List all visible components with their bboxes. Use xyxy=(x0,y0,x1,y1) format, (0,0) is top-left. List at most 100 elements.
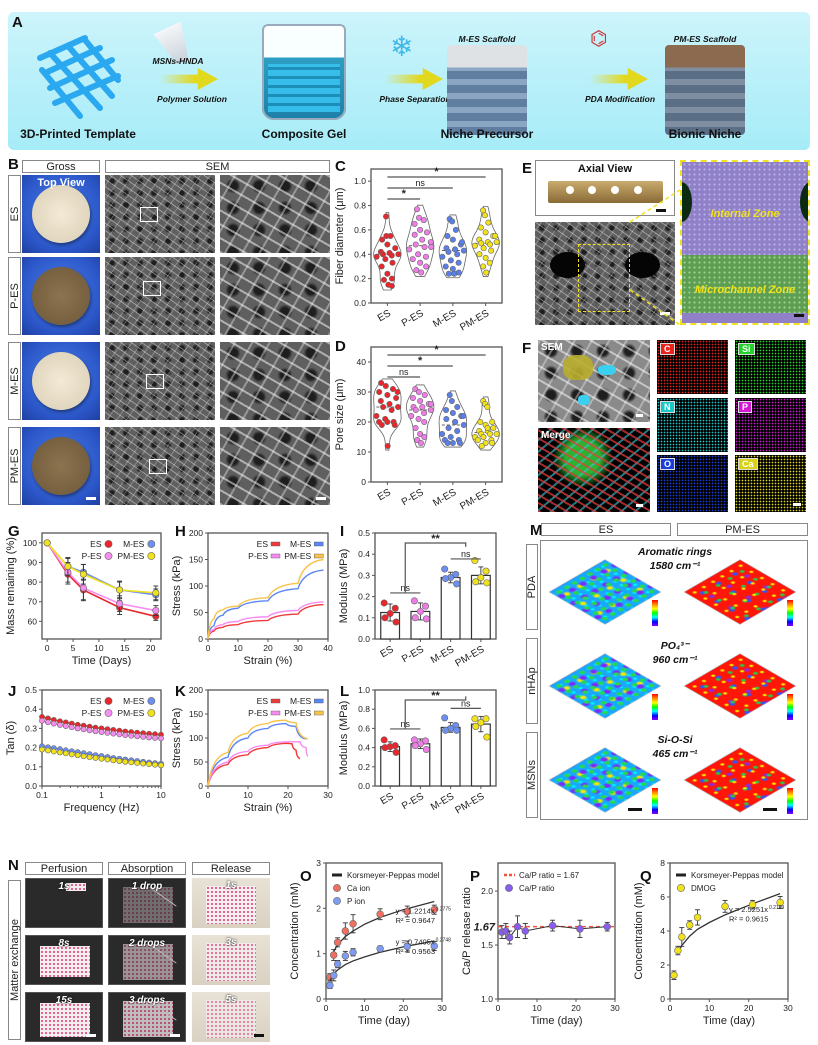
dye-spot xyxy=(123,1001,173,1037)
step-label: Bionic Niche xyxy=(668,127,742,141)
colorbar xyxy=(787,600,793,626)
data-point xyxy=(489,439,496,446)
colorbar xyxy=(652,788,658,814)
zoom-region-box xyxy=(140,207,158,222)
eds-map-o: O xyxy=(657,455,728,512)
data-point xyxy=(377,397,384,404)
data-point xyxy=(430,905,438,914)
data-point xyxy=(391,421,398,428)
data-point xyxy=(421,602,429,610)
dye-front xyxy=(40,946,90,977)
data-point xyxy=(383,213,390,220)
legend-marker xyxy=(104,697,113,705)
data-point xyxy=(445,424,452,431)
x-tick-label: 10 xyxy=(94,643,104,653)
perfusion-photo: 15s xyxy=(25,992,103,1042)
y-tick-label: 80 xyxy=(28,577,38,587)
data-point xyxy=(421,243,428,250)
y-tick-label: 0.4 xyxy=(354,249,366,259)
significance-label: ** xyxy=(431,690,440,702)
data-point xyxy=(478,442,485,449)
scale-bar xyxy=(86,497,96,500)
reagent-label: MSNs-HNDA xyxy=(152,56,204,66)
data-point xyxy=(482,229,489,236)
scaffold-release xyxy=(206,1000,256,1038)
data-point xyxy=(477,574,485,582)
row-label-msns: MSNs xyxy=(526,732,538,818)
release-photo: 5s xyxy=(192,992,270,1042)
data-point xyxy=(454,251,461,258)
data-point xyxy=(488,247,495,254)
sem-image-high-mag xyxy=(220,427,330,505)
data-point xyxy=(417,397,424,404)
merge-label: Merge xyxy=(541,430,571,441)
data-point xyxy=(456,439,463,446)
data-point xyxy=(411,231,418,238)
data-point xyxy=(447,257,454,264)
y-tick-label: 1.0 xyxy=(481,994,493,1004)
y-tick-label: 0.1 xyxy=(358,613,370,623)
absorption-photo: 3 drops xyxy=(108,992,186,1042)
x-tick-label: 20 xyxy=(744,1003,754,1013)
dye-spot xyxy=(123,887,173,923)
data-point xyxy=(427,400,434,407)
chart-d: 0 10 20 30 40 ES P-ES M-ES PM-ES Pore size (μm) ns… xyxy=(334,344,503,512)
step-label: 3D-Printed Template xyxy=(20,127,136,141)
data-point xyxy=(50,748,57,755)
data-point xyxy=(452,226,459,233)
x-axis-label: Strain (%) xyxy=(244,802,293,814)
data-point xyxy=(487,430,494,437)
data-point xyxy=(116,758,123,764)
y-tick-label: 100 xyxy=(189,733,203,743)
panel-label-k: K xyxy=(175,683,186,700)
legend-line xyxy=(676,873,686,877)
data-point xyxy=(394,388,401,395)
y-axis-label: Concentration (mM) xyxy=(289,882,301,979)
legend-label: PM-ES xyxy=(284,708,311,718)
scaffold-release xyxy=(206,886,256,924)
data-point xyxy=(74,752,81,759)
data-point xyxy=(64,562,72,570)
data-point xyxy=(39,717,45,724)
time-label: 15s xyxy=(55,995,73,1006)
element-tag: P xyxy=(738,401,753,413)
data-point xyxy=(460,412,467,419)
data-point xyxy=(68,751,75,758)
scale-bar xyxy=(636,414,643,417)
data-point xyxy=(477,418,484,425)
x-category-label: ES xyxy=(379,791,396,807)
significance-label: ** xyxy=(431,533,440,545)
data-point xyxy=(458,239,465,246)
data-point xyxy=(490,424,497,431)
x-axis-label: Time (Days) xyxy=(72,655,131,667)
data-point xyxy=(484,403,491,410)
legend-label: Ca/P ratio xyxy=(519,884,555,893)
data-point xyxy=(382,382,389,389)
data-point xyxy=(422,746,430,754)
x-tick-label: 20 xyxy=(399,1003,409,1013)
legend-label: Korsmeyer-Peppas model xyxy=(347,871,440,880)
data-point xyxy=(449,265,456,272)
scaffold-disc xyxy=(32,267,90,325)
data-point xyxy=(413,267,420,274)
data-point xyxy=(472,578,480,586)
y-tick-label: 1.0 xyxy=(354,176,366,186)
y-tick-label: 0 xyxy=(198,634,203,644)
y-tick-label: 0 xyxy=(198,781,203,791)
data-point xyxy=(152,735,158,741)
data-point xyxy=(62,723,69,729)
x-category-label: M-ES xyxy=(431,487,458,509)
data-point xyxy=(693,913,702,922)
data-point xyxy=(442,726,450,734)
data-point xyxy=(485,219,492,226)
series-curve xyxy=(207,601,324,640)
significance-label: * xyxy=(402,188,407,200)
data-point xyxy=(384,241,391,248)
element-tag: N xyxy=(660,401,675,413)
data-point xyxy=(430,942,438,950)
data-point xyxy=(422,253,429,260)
data-point xyxy=(403,907,411,916)
plot-frame xyxy=(370,168,503,304)
y-tick-label: 1 xyxy=(316,949,321,959)
